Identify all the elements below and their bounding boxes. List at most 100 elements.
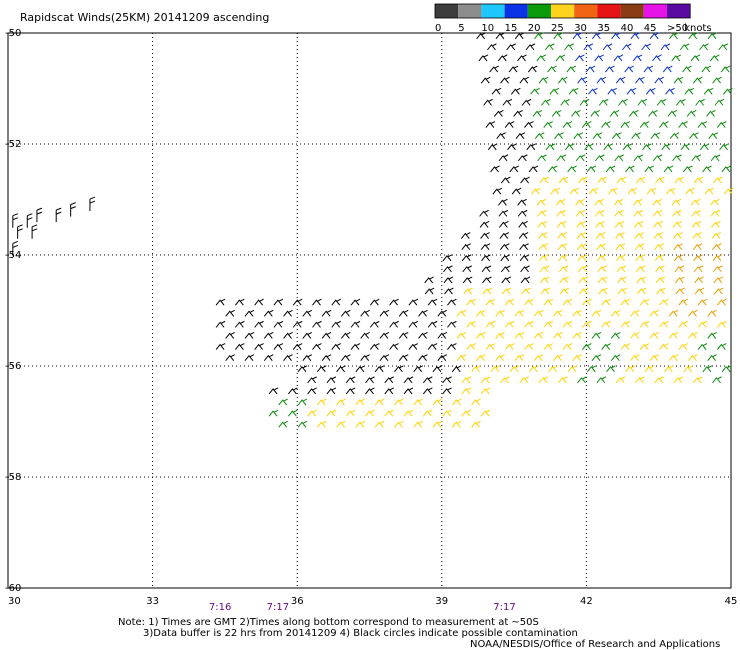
wind-barb	[418, 354, 428, 361]
wind-barb	[533, 332, 544, 339]
wind-barb	[403, 376, 414, 384]
wind-barb	[424, 276, 434, 284]
wind-barb	[723, 87, 733, 95]
wind-barb	[501, 287, 512, 295]
wind-barb	[634, 243, 645, 250]
legend-label: 35	[597, 23, 610, 34]
wind-barb	[571, 110, 581, 117]
wind-barb	[691, 209, 701, 217]
wind-barb	[482, 276, 492, 284]
wind-barb	[566, 65, 577, 73]
wind-barb	[424, 287, 435, 295]
wind-barb	[632, 198, 643, 206]
wind-barb	[598, 287, 608, 295]
wind-barb	[517, 54, 527, 62]
wind-barb	[712, 254, 723, 262]
wind-barb	[575, 209, 586, 217]
grid-lines	[8, 33, 731, 588]
wind-barb	[447, 343, 457, 350]
note-line-1: Note: 1) Times are GMT 2)Times along bot…	[118, 617, 539, 628]
wind-barb	[263, 332, 274, 339]
wind-barb	[649, 354, 660, 361]
wind-barb	[365, 409, 375, 417]
wind-barb	[432, 365, 443, 373]
wind-barb	[460, 232, 471, 239]
wind-barb	[341, 354, 351, 361]
wind-barb	[601, 298, 611, 306]
wind-barb	[534, 132, 545, 139]
wind-barb	[721, 165, 732, 173]
wind-barb	[557, 243, 568, 250]
wind-barb	[537, 221, 548, 228]
wind-barb	[577, 243, 587, 250]
wind-barb	[721, 365, 732, 373]
wind-barb	[539, 276, 550, 284]
wind-barb	[712, 265, 723, 273]
wind-barb	[572, 354, 582, 361]
wind-barb	[616, 254, 626, 262]
wind-barb	[511, 187, 522, 195]
wind-barb	[495, 32, 506, 40]
wind-barb	[641, 43, 651, 51]
wind-barb	[655, 176, 665, 184]
wind-barb	[710, 209, 721, 217]
wind-barb	[620, 343, 631, 350]
wind-barb	[369, 298, 380, 306]
wind-barb	[479, 221, 490, 228]
wind-barb	[595, 221, 605, 228]
wind-barb	[384, 376, 395, 384]
wind-barb	[355, 398, 366, 406]
wind-barb	[716, 298, 727, 306]
wind-barb	[466, 320, 476, 328]
wind-barb	[671, 54, 681, 62]
wind-barb	[574, 54, 585, 62]
wind-barb	[567, 365, 578, 373]
wind-barb	[652, 209, 663, 217]
wind-barb	[582, 320, 592, 328]
wind-barb	[55, 207, 62, 223]
wind-barb	[710, 198, 720, 206]
wind-barb	[413, 365, 423, 373]
wind-barb	[576, 232, 587, 239]
wind-barb	[634, 232, 645, 239]
wind-barb	[326, 376, 337, 384]
wind-barb	[350, 343, 361, 350]
wind-barb	[244, 332, 255, 339]
wind-barb	[461, 243, 472, 250]
wind-barb	[442, 376, 452, 384]
wind-barb	[616, 176, 627, 184]
wind-barb	[649, 332, 660, 339]
wind-barb	[601, 343, 611, 350]
legend-swatch	[527, 4, 551, 18]
wind-barb	[350, 298, 361, 306]
wind-barb	[26, 213, 33, 228]
wind-barb	[374, 365, 385, 373]
wind-barb	[556, 221, 567, 228]
wind-barb	[365, 387, 375, 395]
wind-barb	[461, 409, 472, 417]
wind-barb	[482, 287, 493, 295]
wind-barb	[635, 376, 645, 384]
wind-barb	[341, 309, 351, 317]
wind-barb	[287, 387, 298, 395]
wind-barb	[500, 254, 511, 262]
wind-barb	[443, 276, 454, 284]
wind-barb	[659, 298, 669, 306]
wind-barb	[331, 298, 341, 306]
wind-barb	[514, 32, 525, 40]
wind-barb	[491, 87, 502, 95]
wind-barb	[374, 420, 385, 428]
wind-barb	[215, 320, 226, 328]
wind-barb	[321, 354, 332, 361]
wind-barb	[707, 309, 717, 317]
wind-barb	[273, 320, 284, 328]
wind-barb	[635, 176, 646, 184]
wind-barb	[331, 343, 341, 350]
wind-barb	[702, 165, 712, 173]
wind-barb	[694, 287, 705, 295]
wind-barb	[498, 154, 509, 162]
legend-frame	[434, 3, 691, 19]
wind-barb	[559, 276, 569, 284]
wind-barb	[490, 365, 501, 373]
